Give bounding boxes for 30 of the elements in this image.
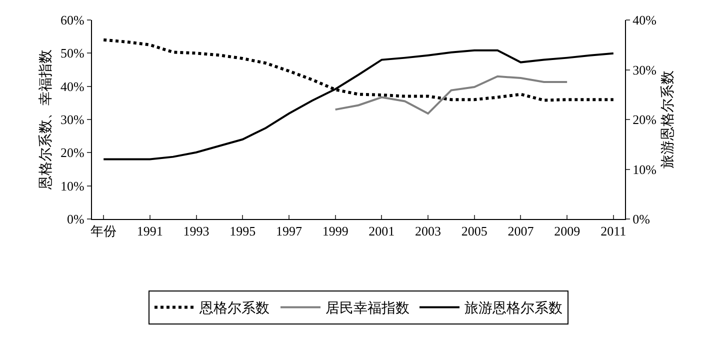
x-tick-label: 1991	[136, 224, 163, 239]
y-tick-label: 10%	[60, 178, 85, 194]
x-tick-label: 1997	[276, 224, 302, 239]
y2-tick-label: 40%	[632, 12, 657, 28]
x-tick-label: 1999	[322, 224, 348, 239]
x-tick-label: 2001	[368, 224, 395, 239]
y-axis-title: 恩格尔系数、幸福指数	[38, 50, 54, 190]
legend-label: 恩格尔系数	[198, 300, 270, 317]
y-tick-label: 0%	[67, 212, 85, 227]
y-tick-label: 20%	[60, 145, 85, 160]
y2-tick-label: 10%	[632, 162, 657, 177]
y-tick-label: 40%	[60, 78, 85, 94]
y2-tick-label: 30%	[632, 62, 657, 78]
y-tick-label: 30%	[60, 112, 85, 128]
x-tick-label: 1995	[230, 224, 256, 239]
y2-axis-title: 旅游恩格尔系数	[660, 70, 676, 168]
x-tick-label: 1993	[183, 224, 210, 239]
x-tick-label: 2003	[415, 224, 442, 239]
legend-label: 旅游恩格尔系数	[464, 300, 562, 317]
x-tick-label: 年份	[90, 224, 117, 239]
x-tick-label: 2007	[508, 224, 534, 239]
y2-tick-label: 0%	[632, 212, 650, 227]
x-tick-label: 2011	[600, 224, 626, 239]
line-series	[334, 75, 568, 115]
x-tick-label: 2009	[554, 224, 580, 239]
y-tick-label: 60%	[60, 12, 85, 28]
y2-tick-label: 20%	[632, 112, 657, 128]
y-tick-label: 50%	[60, 46, 85, 61]
x-tick-label: 2005	[461, 224, 488, 239]
legend-label: 居民幸福指数	[326, 300, 410, 317]
